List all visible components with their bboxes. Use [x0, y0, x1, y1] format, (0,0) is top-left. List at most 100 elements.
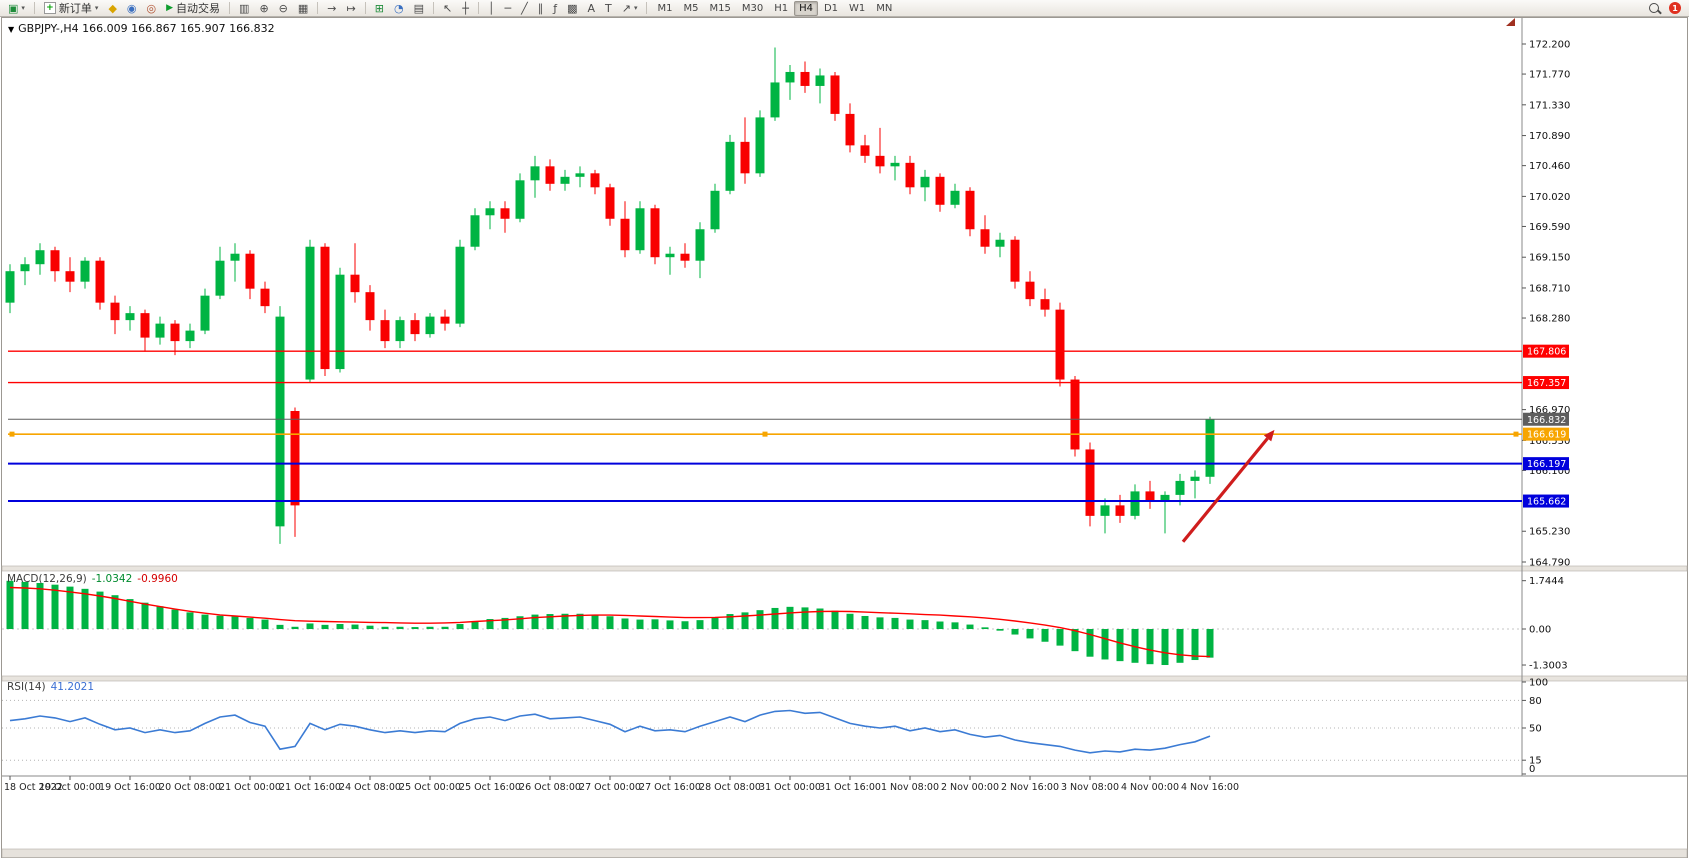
svg-text:171.770: 171.770 — [1529, 70, 1570, 81]
text-button[interactable]: A — [583, 1, 599, 16]
svg-text:25 Oct 16:00: 25 Oct 16:00 — [459, 782, 521, 793]
rsi-indicator-label: RSI(14) 41.2021 — [7, 681, 94, 693]
trendline-icon: ╱ — [521, 1, 528, 15]
svg-text:170.460: 170.460 — [1529, 161, 1570, 172]
arrows-icon: ↗ — [621, 1, 631, 15]
svg-text:4 Nov 00:00: 4 Nov 00:00 — [1121, 782, 1179, 793]
timeframe-button-h1[interactable]: H1 — [769, 1, 793, 16]
svg-text:80: 80 — [1529, 696, 1542, 707]
window-marker-icon — [1506, 18, 1515, 26]
bar-chart-button[interactable]: ▥ — [235, 1, 253, 16]
zoom-out-button[interactable]: ⊖ — [275, 1, 292, 16]
new-chart-icon: ▣ — [8, 1, 19, 15]
label-icon: T — [605, 1, 612, 15]
svg-text:3 Nov 08:00: 3 Nov 08:00 — [1061, 782, 1119, 793]
chart-title-text: GBPJPY-,H4 166.009 166.867 165.907 166.8… — [18, 22, 275, 35]
svg-text:2 Nov 00:00: 2 Nov 00:00 — [941, 782, 999, 793]
templates-icon: ▤ — [413, 1, 424, 15]
crosshair-button[interactable]: ┼ — [458, 1, 473, 16]
text-icon: A — [587, 1, 595, 15]
price-badge — [1523, 412, 1569, 426]
shapes-icon: ▩ — [567, 1, 578, 15]
svg-text:4 Nov 16:00: 4 Nov 16:00 — [1181, 782, 1239, 793]
horizontal-line-icon: ─ — [504, 1, 512, 15]
collapse-triangle-icon[interactable]: ▼ — [8, 25, 15, 34]
svg-text:166.970: 166.970 — [1529, 405, 1570, 416]
svg-text:27 Oct 00:00: 27 Oct 00:00 — [579, 782, 641, 793]
cursor-icon: ↖ — [442, 1, 453, 15]
notifications-button[interactable]: 1 — [1665, 1, 1685, 16]
chart-shift-button[interactable]: ↦ — [343, 1, 360, 16]
macd-signal-value: -0.9960 — [137, 573, 178, 585]
zoom-out-icon: ⊖ — [278, 1, 288, 15]
channel-button[interactable]: ∥ — [534, 1, 548, 16]
price-badge — [1523, 494, 1569, 508]
timeframe-button-h4[interactable]: H4 — [794, 0, 818, 16]
arrows-button[interactable]: ↗ ▾ — [618, 1, 642, 16]
svg-text:171.330: 171.330 — [1529, 100, 1570, 111]
community-button[interactable]: ◉ — [123, 1, 141, 16]
vertical-line-button[interactable]: │ — [484, 1, 499, 16]
cursor-button[interactable]: ↖ — [439, 1, 456, 16]
auto-scroll-button[interactable]: → — [323, 1, 340, 16]
chart-shift-icon: ↦ — [346, 1, 356, 15]
svg-text:170.890: 170.890 — [1529, 131, 1570, 142]
svg-text:-1.3003: -1.3003 — [1529, 661, 1568, 672]
trendline-button[interactable]: ╱ — [517, 1, 532, 16]
timeframe-button-m5[interactable]: M5 — [678, 1, 703, 16]
svg-text:166.197: 166.197 — [1527, 459, 1566, 470]
horizontal-line-button[interactable]: ─ — [500, 1, 515, 16]
timeframe-button-w1[interactable]: W1 — [844, 1, 870, 16]
equidistant-channel-icon: ∥ — [537, 1, 544, 15]
toolbar-separator — [229, 2, 231, 14]
svg-text:15: 15 — [1529, 756, 1542, 767]
new-order-icon: + — [43, 2, 56, 14]
timeframe-button-m30[interactable]: M30 — [737, 1, 768, 16]
zoom-in-button[interactable]: ⊕ — [255, 1, 272, 16]
vertical-line-icon: │ — [487, 1, 495, 15]
templates-button[interactable]: ▤ — [410, 1, 428, 16]
new-chart-button[interactable]: ▣ ▾ — [4, 1, 29, 16]
scripts-button[interactable]: ◆ — [104, 1, 120, 16]
svg-text:18 Oct 2022: 18 Oct 2022 — [4, 782, 63, 793]
timeframe-button-m1[interactable]: M1 — [652, 1, 677, 16]
svg-text:100: 100 — [1529, 678, 1548, 689]
community-icon: ◉ — [126, 1, 137, 15]
splitter-main-macd[interactable] — [1, 565, 1688, 572]
price-badge — [1523, 344, 1569, 358]
svg-text:166.832: 166.832 — [1527, 415, 1566, 426]
macd-signal-line — [9, 586, 1211, 658]
label-button[interactable]: T — [601, 1, 616, 16]
shapes-button[interactable]: ▩ — [563, 1, 581, 16]
main-toolbar: ▣ ▾ + 新订单 ▾ ◆ ◉ ◎ ▶ 自动交易 ▥ ⊕ ⊖ ▦ → ↦ ⊞ ◔ — [0, 0, 1689, 17]
svg-text:166.619: 166.619 — [1527, 430, 1566, 441]
alerts-button[interactable]: ◎ — [143, 1, 161, 16]
toolbar-separator — [432, 2, 434, 14]
trend-arrow[interactable] — [1181, 437, 1269, 543]
timeframe-button-m15[interactable]: M15 — [704, 1, 735, 16]
svg-text:167.357: 167.357 — [1527, 378, 1566, 389]
macd-main-value: -1.0342 — [91, 573, 133, 585]
timeframe-group: M1 M5 M15 M30 H1 H4 D1 W1 MN — [652, 0, 897, 16]
price-badge — [1523, 376, 1569, 390]
toolbar-separator — [477, 2, 479, 14]
rsi-line — [9, 709, 1211, 754]
autotrading-button[interactable]: ▶ 自动交易 — [162, 1, 224, 16]
fibonacci-button[interactable]: ƒ — [549, 1, 561, 16]
svg-text:172.200: 172.200 — [1529, 40, 1570, 51]
indicators-button[interactable]: ⊞ — [371, 1, 388, 16]
candles — [5, 47, 1215, 544]
periods-button[interactable]: ◔ — [390, 1, 408, 16]
new-order-label: 新订单 — [58, 2, 92, 15]
new-order-button[interactable]: + 新订单 ▾ — [40, 1, 103, 16]
toolbar-separator — [317, 2, 319, 14]
svg-text:21 Oct 00:00: 21 Oct 00:00 — [219, 782, 281, 793]
timeframe-button-mn[interactable]: MN — [871, 1, 897, 16]
bar-chart-icon: ▥ — [239, 1, 250, 15]
tile-windows-button[interactable]: ▦ — [294, 1, 312, 16]
search-button[interactable] — [1645, 1, 1663, 16]
macd-name: MACD(12,26,9) — [7, 573, 87, 585]
splitter-macd-rsi[interactable] — [1, 675, 1688, 682]
timeframe-button-d1[interactable]: D1 — [819, 1, 843, 16]
